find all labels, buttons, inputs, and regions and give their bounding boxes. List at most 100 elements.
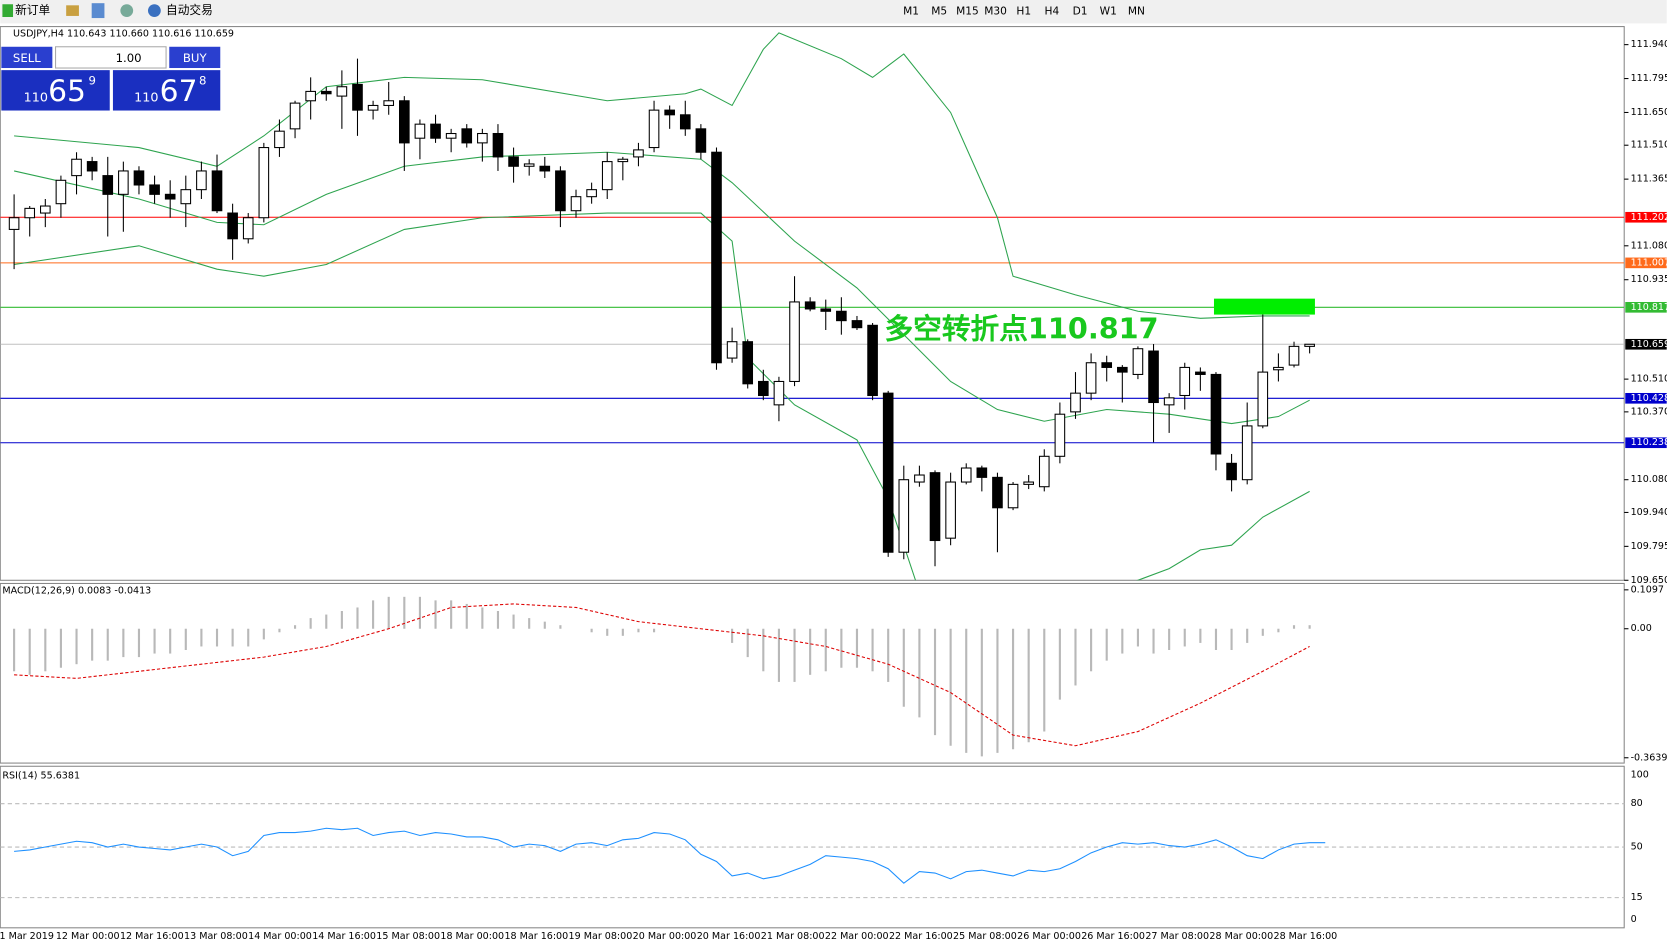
sell-label[interactable]: SELL bbox=[13, 51, 41, 65]
candle-body bbox=[1117, 366, 1128, 373]
candle-body bbox=[789, 301, 800, 382]
timeframe[interactable]: MN bbox=[1128, 5, 1145, 18]
x-tick-label: 28 Mar 00:00 bbox=[1209, 931, 1273, 942]
x-tick-label: 27 Mar 08:00 bbox=[1145, 931, 1209, 942]
candle-body bbox=[1148, 350, 1159, 404]
buy-mid: 67 bbox=[160, 74, 198, 109]
candle-body bbox=[523, 163, 535, 167]
candle-body bbox=[1257, 371, 1269, 427]
candle-body bbox=[336, 86, 348, 97]
candle-body bbox=[601, 161, 613, 191]
candle-body bbox=[976, 467, 988, 478]
candle-body bbox=[352, 83, 363, 111]
auto-trading[interactable]: 自动交易 bbox=[166, 3, 213, 17]
annotation: 多空转折点110.817 bbox=[885, 312, 1159, 346]
y-tick-label: 111.795 bbox=[1631, 73, 1667, 84]
lot-input[interactable] bbox=[55, 46, 167, 69]
sell-big: 110 bbox=[24, 90, 48, 105]
candle-body bbox=[399, 100, 410, 144]
candle-body bbox=[461, 128, 473, 144]
tool-icon[interactable] bbox=[91, 3, 105, 19]
buy-sup: 8 bbox=[199, 73, 206, 87]
candle-body bbox=[1038, 455, 1050, 488]
candle-body bbox=[445, 132, 457, 139]
candle-body bbox=[258, 147, 270, 219]
candle-body bbox=[851, 320, 863, 329]
trade-panel: SELL 1.00 BUY 110 65 9 110 67 8 bbox=[1, 46, 221, 111]
candle-body bbox=[211, 170, 223, 212]
chart-header: USDJPY,H4 110.643 110.660 110.616 110.65… bbox=[13, 29, 234, 40]
candle-body bbox=[867, 324, 878, 397]
bollinger-band bbox=[14, 212, 1310, 581]
candle-body bbox=[227, 212, 238, 240]
x-tick-label: 11 Mar 2019 bbox=[0, 931, 54, 942]
macd-signal bbox=[14, 603, 1310, 747]
level-tag bbox=[1625, 301, 1667, 313]
timeframe[interactable]: M1 bbox=[903, 5, 919, 18]
y-tick-label: 15 bbox=[1631, 892, 1643, 903]
level-label: 110.428 bbox=[1631, 393, 1667, 404]
candle-body bbox=[1304, 343, 1315, 347]
y-tick-label: 80 bbox=[1631, 798, 1643, 809]
timeframe[interactable]: M5 bbox=[931, 5, 947, 18]
candle-body bbox=[55, 179, 67, 205]
candle-body bbox=[742, 341, 754, 385]
buy-price[interactable] bbox=[112, 70, 221, 111]
candle-body bbox=[664, 109, 675, 116]
x-tick-label: 21 Mar 08:00 bbox=[761, 931, 825, 942]
macd-panel bbox=[0, 582, 1625, 764]
y-tick-label: 111.510 bbox=[1631, 140, 1667, 151]
level-tag bbox=[1625, 211, 1667, 223]
buy-button[interactable] bbox=[169, 46, 221, 69]
auto-trading-icon[interactable] bbox=[148, 4, 161, 18]
lot[interactable]: 1.00 bbox=[116, 51, 142, 65]
timeframe[interactable]: M15 bbox=[956, 5, 979, 18]
x-tick-label: 22 Mar 16:00 bbox=[889, 931, 953, 942]
candle-body bbox=[960, 467, 972, 483]
x-tick-label: 12 Mar 00:00 bbox=[56, 931, 120, 942]
current-label: 110.659 bbox=[1631, 339, 1667, 350]
candle-body bbox=[758, 380, 769, 397]
tool-icon[interactable] bbox=[66, 5, 79, 16]
candle-body bbox=[1085, 362, 1097, 394]
y-tick-label: 109.795 bbox=[1631, 541, 1667, 552]
candle-body bbox=[1241, 425, 1253, 481]
x-tick-label: 20 Mar 16:00 bbox=[697, 931, 761, 942]
sell-button[interactable] bbox=[1, 46, 53, 69]
new-order[interactable]: 新订单 bbox=[15, 3, 50, 17]
level-tag bbox=[1625, 392, 1667, 404]
tool-icon[interactable] bbox=[120, 4, 134, 18]
candle-body bbox=[898, 479, 910, 553]
timeframe[interactable]: M30 bbox=[984, 5, 1007, 18]
candle-body bbox=[1023, 481, 1034, 485]
sell-price[interactable] bbox=[1, 70, 110, 111]
timeframe[interactable]: H4 bbox=[1045, 5, 1060, 18]
candle-body bbox=[1132, 348, 1144, 375]
candle-body bbox=[914, 474, 925, 483]
x-tick-label: 22 Mar 00:00 bbox=[825, 931, 889, 942]
candle-body bbox=[1195, 371, 1206, 375]
candle-body bbox=[383, 100, 395, 106]
candle-body bbox=[836, 310, 847, 322]
candle-body bbox=[196, 170, 207, 191]
candle-body bbox=[367, 104, 379, 111]
timeframe[interactable]: D1 bbox=[1073, 5, 1088, 18]
candle-body bbox=[882, 392, 894, 553]
candle-body bbox=[695, 128, 707, 153]
y-tick-label: 111.940 bbox=[1631, 39, 1667, 50]
current-tag bbox=[1625, 338, 1667, 350]
bollinger-band bbox=[13, 151, 1310, 425]
y-tick-label: 50 bbox=[1631, 842, 1643, 853]
sell-mid: 65 bbox=[48, 74, 86, 109]
y-tick-label: 111.365 bbox=[1631, 174, 1667, 185]
macd-label: MACD(12,26,9) 0.0083 -0.0413 bbox=[2, 585, 151, 596]
y-tick-label: 110.935 bbox=[1631, 274, 1667, 285]
level-label: 111.007 bbox=[1631, 257, 1667, 268]
buy-label[interactable]: BUY bbox=[183, 51, 208, 65]
y-tick-label: 110.510 bbox=[1631, 374, 1667, 385]
timeframe[interactable]: H1 bbox=[1016, 5, 1031, 18]
y-tick-label: 0.1097 bbox=[1631, 584, 1664, 595]
timeframe[interactable]: W1 bbox=[1100, 5, 1117, 18]
new-order-icon[interactable] bbox=[2, 4, 14, 18]
